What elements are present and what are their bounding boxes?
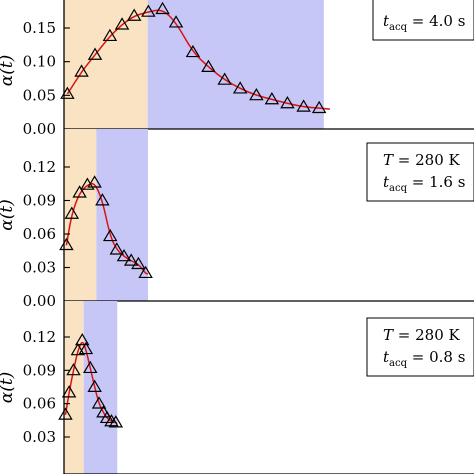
- data-point: [102, 228, 118, 242]
- annotation-box: [366, 142, 474, 202]
- y-tick-label: 0.09: [23, 192, 56, 210]
- data-point: [126, 8, 142, 21]
- annotation-box: [372, 0, 474, 41]
- y-tick-label: 0.12: [23, 158, 56, 176]
- data-point: [108, 415, 124, 428]
- y-tick-label: 0.12: [23, 328, 56, 346]
- data-point: [131, 256, 146, 270]
- data-point: [78, 341, 94, 355]
- data-point: [95, 193, 110, 206]
- data-point: [58, 407, 73, 420]
- data-point: [91, 396, 107, 409]
- data-point: [280, 96, 295, 109]
- y-axis-label: α(t): [0, 55, 17, 87]
- data-point: [217, 72, 232, 85]
- panel-top: 0.00 0.05 0.10 0.15 α(t) tacq = 4.0 s: [0, 0, 474, 138]
- data-point: [87, 379, 102, 392]
- decay-region: [83, 301, 118, 474]
- rise-region: [64, 301, 84, 474]
- data-point: [232, 81, 248, 94]
- data-point: [109, 242, 125, 255]
- annotation-box: [366, 317, 474, 377]
- annotation-acquisition-time: tacq = 1.6 s: [383, 173, 465, 194]
- annotation-acquisition-time: tacq = 4.0 s: [383, 12, 465, 33]
- data-point: [74, 64, 89, 77]
- annotation-temperature: T = 280 K: [383, 151, 461, 169]
- y-tick-label: 0.06: [23, 225, 56, 243]
- data-point: [201, 59, 216, 72]
- data-point: [155, 1, 170, 15]
- y-tick-label: 0.09: [23, 361, 56, 379]
- data-point: [70, 342, 86, 356]
- data-point: [83, 360, 98, 374]
- annotation-acquisition-time: tacq = 0.8 s: [383, 348, 465, 369]
- data-point: [116, 248, 132, 262]
- data-point: [185, 44, 201, 58]
- data-point: [87, 47, 103, 60]
- y-tick-label: 0.10: [23, 53, 56, 71]
- data-point: [264, 91, 280, 105]
- y-tick-label: 0.06: [23, 395, 56, 413]
- y-tick-label: 0.15: [23, 19, 56, 37]
- data-point: [249, 87, 264, 101]
- data-point: [168, 15, 184, 28]
- data-point: [96, 405, 111, 418]
- data-point: [104, 414, 119, 427]
- data-point: [296, 99, 311, 112]
- data-point: [72, 185, 87, 198]
- y-tick-label: 0.00: [23, 120, 56, 138]
- panel-middle: 0.00 0.03 0.06 0.09 0.12 α(t) T = 280 K tacq = …: [0, 129, 474, 310]
- fit-curve: [65, 182, 149, 275]
- decay-region: [147, 0, 324, 129]
- data-point: [114, 17, 130, 30]
- y-axis-label: α(t): [0, 372, 17, 404]
- fit-curve: [66, 9, 330, 110]
- data-point: [87, 175, 102, 188]
- y-tick-label: 0.03: [23, 259, 56, 277]
- panel-bottom: 0.03 0.06 0.09 0.12 α(t) T = 280 K tacq = 0.8 …: [0, 301, 474, 474]
- data-point: [59, 237, 74, 251]
- y-tick-label: 0.00: [23, 292, 56, 310]
- data-point: [123, 253, 139, 266]
- data-point: [138, 265, 153, 279]
- annotation-temperature: T = 280 K: [383, 326, 461, 344]
- data-point: [102, 28, 118, 42]
- y-axis-label: α(t): [0, 199, 17, 231]
- y-tick-label: 0.03: [23, 428, 56, 446]
- rise-region: [64, 129, 97, 301]
- data-point: [61, 385, 77, 398]
- y-tick-label: 0.05: [23, 86, 56, 104]
- data-point: [66, 362, 81, 376]
- rise-region: [64, 0, 148, 129]
- data-point: [141, 4, 156, 17]
- data-point: [311, 100, 327, 114]
- data-point: [64, 206, 80, 219]
- data-point: [75, 332, 90, 346]
